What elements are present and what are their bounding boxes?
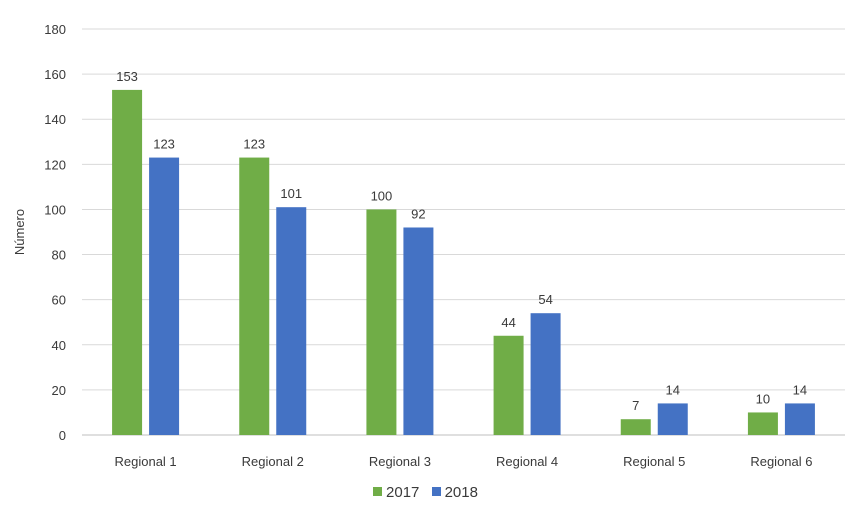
bar-regional-2-2017 [239,157,270,436]
data-label-regional-1-2017: 153 [116,69,138,84]
data-label-regional-2-2017: 123 [243,137,265,152]
bar-regional-6-2017 [747,412,778,435]
y-tick-label-100: 100 [44,202,66,217]
data-label-regional-6-2018: 14 [793,382,807,397]
data-label-regional-1-2018: 123 [153,137,175,152]
bar-regional-4-2017 [493,335,524,435]
bar-regional-4-2018 [530,313,561,435]
y-tick-label-120: 120 [44,157,66,172]
legend: 2017 2018 [0,484,851,502]
legend-label-2018: 2018 [444,484,478,501]
data-label-regional-4-2018: 54 [538,292,552,307]
data-label-regional-2-2018: 101 [280,186,302,201]
bar-chart: 0 20 40 60 80 100 120 140 160 180 Número 153 123 Regi… [12,22,845,469]
y-tick-label-160: 160 [44,67,66,82]
x-tick-label-regional-1: Regional 1 [115,454,177,469]
data-label-regional-3-2017: 100 [371,188,393,203]
bar-regional-5-2017 [620,419,651,435]
x-tick-label-regional-5: Regional 5 [623,454,685,469]
bar-regional-1-2017 [112,89,143,436]
legend-swatch-2018 [431,487,441,496]
x-tick-label-regional-3: Regional 3 [369,454,431,469]
data-label-regional-5-2017: 7 [632,398,639,413]
x-tick-label-regional-2: Regional 2 [242,454,304,469]
x-tick-label-regional-6: Regional 6 [750,454,812,469]
legend-item-2018: 2018 [431,484,478,502]
y-tick-label-0: 0 [59,428,66,443]
bar-regional-3-2018 [403,227,434,435]
y-tick-label-80: 80 [52,248,66,263]
bar-regional-2-2018 [276,207,307,435]
y-axis-label: Número [12,209,27,255]
bar-regional-6-2018 [784,403,815,435]
bar-regional-1-2018 [149,157,180,436]
data-label-regional-5-2018: 14 [666,382,680,397]
legend-swatch-2017 [373,487,383,496]
bar-regional-3-2017 [366,209,397,435]
legend-label-2017: 2017 [386,484,420,501]
y-tick-label-20: 20 [52,383,66,398]
legend-item-2017: 2017 [373,484,419,502]
y-tick-label-140: 140 [44,112,66,127]
bar-regional-5-2018 [657,403,688,435]
y-tick-label-180: 180 [44,22,66,37]
x-tick-label-regional-4: Regional 4 [496,454,558,469]
y-tick-label-40: 40 [52,338,66,353]
data-label-regional-3-2018: 92 [411,206,425,221]
data-label-regional-4-2017: 44 [501,315,515,330]
data-label-regional-6-2017: 10 [756,391,770,406]
y-tick-label-60: 60 [52,293,66,308]
